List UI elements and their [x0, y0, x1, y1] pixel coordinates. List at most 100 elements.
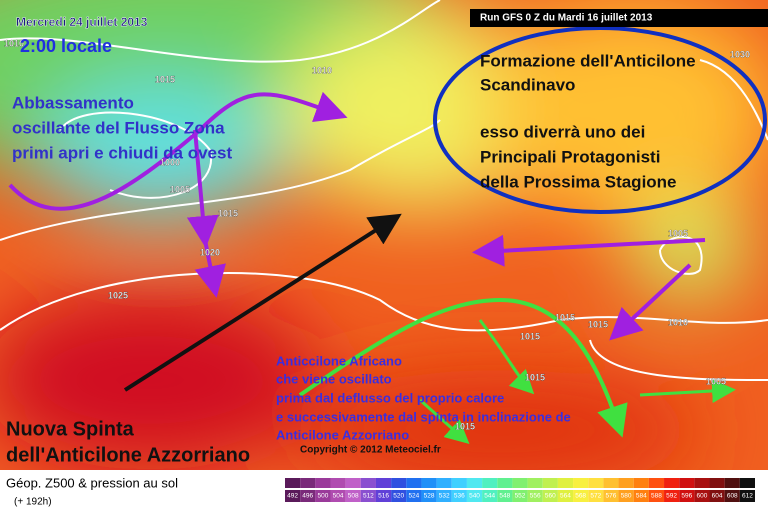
scale-label-bg	[345, 490, 361, 502]
annotation: Anticilone Azzorriano	[276, 427, 409, 442]
scale-label-bg	[391, 490, 407, 502]
scale-swatch	[633, 478, 649, 488]
annotation: Formazione dell'Anticilone	[480, 51, 696, 70]
isobar-label: 1015	[520, 331, 540, 341]
scale-label: 500	[317, 493, 328, 500]
scale-label: 612	[742, 493, 753, 500]
isobar-label: 1015	[555, 312, 575, 322]
scale-label-bg	[618, 490, 634, 502]
annotation: Principali Protagonisti	[480, 147, 660, 166]
scale-label: 548	[499, 493, 510, 500]
arrow	[123, 213, 402, 392]
scale-label: 520	[393, 493, 404, 500]
isobar-label: 1020	[200, 247, 220, 257]
scale-label: 568	[575, 493, 586, 500]
isobar-label: 1015	[525, 372, 545, 382]
scale-label: 544	[484, 493, 495, 500]
scale-label-bg	[466, 490, 483, 502]
scale-swatch	[391, 478, 407, 488]
scale-swatch	[542, 478, 558, 488]
scale-swatch	[739, 478, 755, 488]
scale-label: 532	[439, 493, 450, 500]
annotation: oscillante del Flusso Zona	[12, 118, 225, 137]
scale-label-bg	[300, 490, 316, 502]
isobar-label: 1005	[668, 228, 688, 238]
annotation: primi apri e chiudi da ovest	[12, 143, 232, 162]
scale-swatch	[406, 478, 422, 488]
arrow	[472, 234, 706, 267]
scale-label-bg	[573, 490, 589, 502]
scale-label: 572	[590, 493, 601, 500]
scale-swatch	[315, 478, 331, 488]
isobar-label: 1000	[160, 157, 180, 167]
scale-swatch	[375, 478, 392, 488]
scale-swatch	[360, 478, 376, 488]
scale-label-bg	[739, 490, 755, 502]
isobar-label: 1030	[730, 49, 750, 59]
annotation: Abbassamento	[12, 93, 134, 112]
scale-swatch	[664, 478, 680, 488]
scale-swatch	[285, 478, 301, 488]
isobar-label: 1005	[706, 376, 726, 386]
scale-label: 608	[727, 493, 738, 500]
annotation: Scandinavo	[480, 75, 575, 94]
scale-swatch	[436, 478, 452, 488]
isobar-label: 1010	[4, 38, 24, 48]
scale-label-bg	[709, 490, 725, 502]
scale-label-bg	[421, 490, 437, 502]
scale-label: 516	[378, 493, 389, 500]
scale-label: 540	[469, 493, 480, 500]
scale-label-bg	[512, 490, 528, 502]
scale-label: 496	[302, 493, 313, 500]
scale-label-bg	[557, 490, 574, 502]
scale-label: 524	[408, 493, 419, 500]
scale-label: 580	[621, 493, 632, 500]
scale-swatch	[421, 478, 437, 488]
annotation: Nuova Spinta	[6, 418, 135, 440]
isobar-labels: 1010 1015 1010 1000 1005 1015 1020 1025 1030 1005…	[4, 38, 750, 431]
scale-label-bg	[406, 490, 422, 502]
scale-label: 552	[515, 493, 526, 500]
footer-title: Géop. Z500 & pression au sol	[6, 475, 178, 490]
arrow	[186, 129, 219, 248]
isobar-label: 1025	[108, 290, 128, 300]
scale-swatch	[330, 478, 346, 488]
scale-label: 588	[651, 493, 662, 500]
scale-label-bg	[694, 490, 710, 502]
scale-label: 512	[363, 493, 374, 500]
isobar-label: 1015	[155, 74, 175, 84]
scale-swatch	[512, 478, 528, 488]
run: Run GFS 0 Z du Mardi 16 juillet 2013	[480, 13, 653, 24]
color-scale: 492 496 500 504 508 512 516 520 524 528 532 536 540 5…	[285, 478, 755, 502]
isobar-label: 1010	[668, 317, 688, 327]
scale-swatch	[648, 478, 665, 488]
scale-label: 564	[560, 493, 571, 500]
scale-swatch	[694, 478, 710, 488]
scale-label: 592	[666, 493, 677, 500]
scale-label: 508	[348, 493, 359, 500]
scale-label-bg	[664, 490, 680, 502]
scale-label: 584	[636, 493, 647, 500]
annotation: dell'Anticilone Azzorriano	[6, 444, 250, 466]
isobar-label: 1010	[312, 65, 332, 75]
isobar-label: 1015	[588, 319, 608, 329]
date: Mercredi 24 juillet 2013	[16, 15, 148, 29]
time: 2:00 locale	[20, 36, 112, 56]
arrow	[478, 319, 535, 395]
footer-lead: (+ 192h)	[14, 497, 52, 508]
scale-label-bg	[542, 490, 558, 502]
scale-swatch	[573, 478, 589, 488]
arrow	[419, 398, 470, 444]
scale-label-bg	[436, 490, 452, 502]
scale-label-bg	[482, 490, 498, 502]
isobar-label: 1015	[218, 208, 238, 218]
scale-swatch	[497, 478, 513, 488]
scale-swatch	[557, 478, 574, 488]
scale-label: 528	[424, 493, 435, 500]
scale-label-bg	[360, 490, 376, 502]
arrow	[194, 239, 226, 298]
scale-swatch	[451, 478, 467, 488]
scale-swatch	[588, 478, 604, 488]
